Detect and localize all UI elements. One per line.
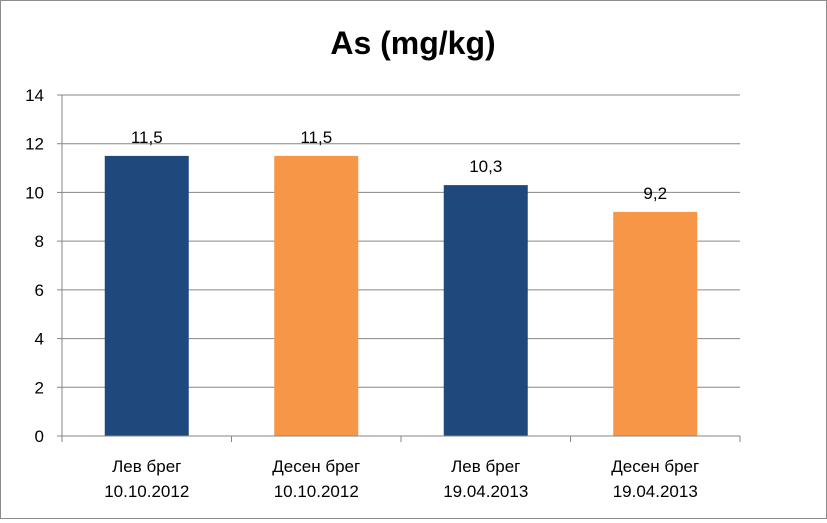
x-axis: Лев брег 10.10.2012 Десен брег 10.10.2012 Ле… <box>61 435 741 501</box>
data-label: 9,2 <box>643 184 667 203</box>
y-tick-label: 6 <box>35 281 44 300</box>
x-category-label: 19.04.2013 <box>613 482 698 501</box>
y-tick-label: 10 <box>25 183 44 202</box>
bar <box>274 155 359 436</box>
y-tick-label: 14 <box>25 86 44 105</box>
data-label: 11,5 <box>131 128 163 147</box>
y-tick-label: 8 <box>35 232 44 251</box>
x-category-label: 10.10.2012 <box>274 482 359 501</box>
y-tick-label: 4 <box>35 330 44 349</box>
y-axis-ticks: 0 2 4 6 8 10 12 14 <box>25 86 63 446</box>
x-category-label: 19.04.2013 <box>443 482 528 501</box>
data-label: 11,5 <box>300 128 332 147</box>
bar <box>613 211 698 436</box>
bars <box>104 155 698 436</box>
data-label: 10,3 <box>469 157 502 176</box>
data-labels: 11,5 11,5 10,3 9,2 <box>131 128 667 203</box>
bar <box>443 185 528 436</box>
y-tick-label: 12 <box>25 135 44 154</box>
chart-title: As (mg/kg) <box>330 25 495 61</box>
x-category-label: Лев брег <box>451 457 520 476</box>
y-tick-label: 2 <box>35 378 44 397</box>
x-category-label: 10.10.2012 <box>104 482 189 501</box>
x-category-label: Десен брег <box>611 457 699 476</box>
x-category-label: Лев брег <box>112 457 181 476</box>
bar <box>104 155 189 436</box>
y-tick-label: 0 <box>35 427 44 446</box>
x-category-label: Десен брег <box>272 457 360 476</box>
